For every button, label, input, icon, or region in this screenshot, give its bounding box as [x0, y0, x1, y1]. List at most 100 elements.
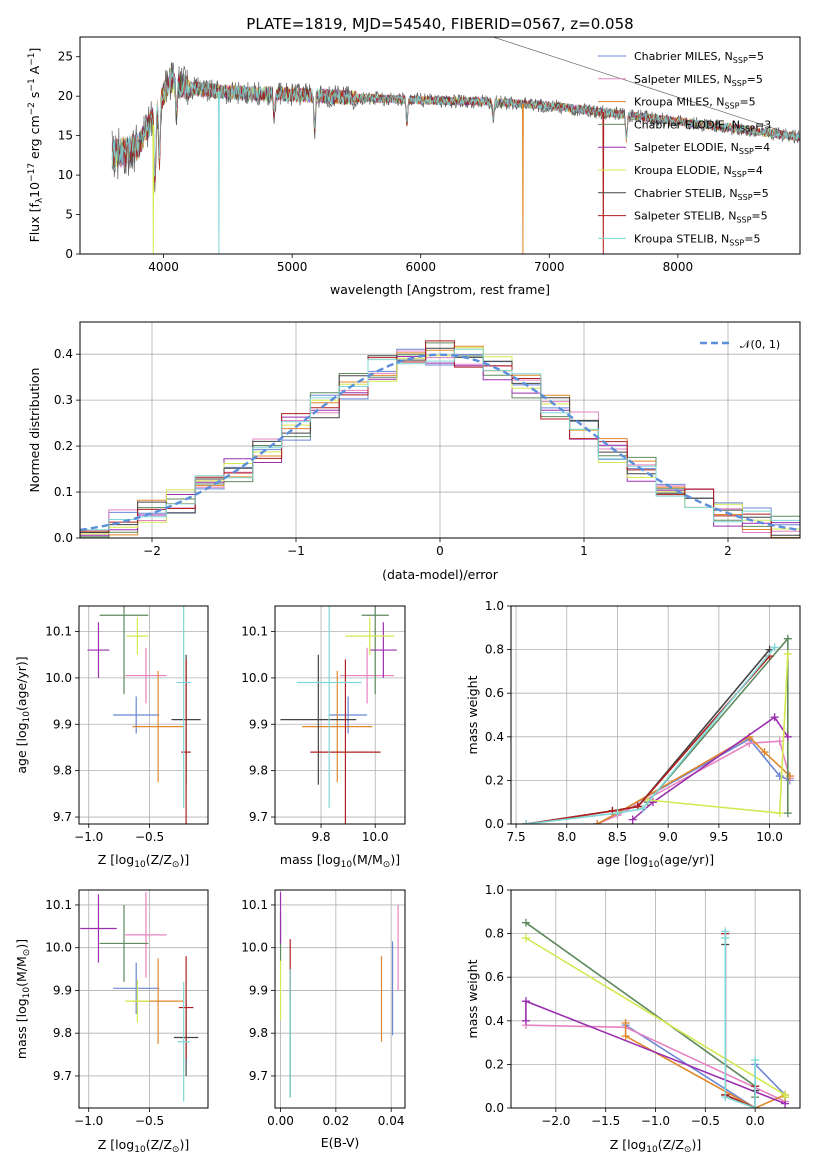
x-tick-label: 8.5	[608, 830, 627, 844]
errorbar-kroupa-miles	[302, 670, 373, 783]
y-tick-label: 0.0	[485, 1101, 504, 1115]
axes-frame	[274, 605, 406, 825]
y-tick-label: 0.1	[54, 485, 73, 499]
x-tick-label: 7000	[534, 260, 565, 274]
x-tick-label: 9.5	[709, 830, 728, 844]
x-axis-label: age [log10(age/yr)]	[597, 852, 714, 870]
weight-marker-kroupa-stelib	[751, 1104, 760, 1108]
y-tick-label: 0.4	[485, 1014, 504, 1028]
y-tick-label: 0.6	[485, 970, 504, 984]
errorbar-chabrier-stelib	[280, 654, 357, 785]
gridlines	[511, 889, 800, 1109]
y-tick-label: 9.7	[53, 810, 72, 824]
legend-label-chabrier-stelib: Chabrier STELIB, NSSP=5	[634, 187, 769, 202]
errorbar-salpeter-stelib	[181, 659, 191, 824]
y-tick-label: 10.1	[45, 625, 72, 639]
weight-vs-age-panel: 7.5 8.0 8.5 9.0 9.5 10.0 0.0 0.2 0.4 0.6 0.8 1.0 age…	[465, 599, 801, 870]
weight-marker-kroupa-miles	[760, 748, 769, 757]
figure-title: PLATE=1819, MJD=54540, FIBERID=0567, z=0…	[246, 15, 633, 33]
errorbar-kroupa-stelib	[296, 606, 362, 808]
y-tick-label: 9.8	[249, 1026, 268, 1040]
weight-line-kroupa-elodie	[647, 653, 789, 814]
legend-label-salpeter-miles: Salpeter MILES, NSSP=5	[634, 73, 763, 88]
histogram-kroupa-stelib	[80, 348, 800, 531]
weight-marker-kroupa-stelib	[751, 1056, 760, 1065]
errorbar-salpeter-elodie	[87, 622, 110, 678]
y-tick-label: 9.9	[53, 983, 72, 997]
weight-vs-metallicity-panel: −2.0 −1.5 −1.0 −0.5 0.0 0.0 0.2 0.4 0.6 0.8 1.0 Z […	[465, 883, 801, 1155]
y-tick-label: 20	[58, 89, 73, 103]
x-tick-label: 1	[580, 544, 588, 558]
axes-frame	[274, 889, 406, 1109]
legend-label-kroupa-stelib: Kroupa STELIB, NSSP=5	[634, 232, 760, 247]
x-tick-label: 0	[436, 544, 444, 558]
histogram-chabrier-elodie	[80, 342, 800, 538]
histogram-chabrier-miles	[80, 348, 800, 538]
y-axis-label: Flux [fλ10−17 erg cm−2 s−1 A−1]	[27, 48, 45, 243]
axes-frame	[510, 605, 801, 825]
y-tick-label: 10.0	[45, 671, 72, 685]
x-tick-label: 4000	[148, 260, 179, 274]
weight-marker-kroupa-elodie	[783, 649, 792, 658]
y-tick-label: 0.8	[485, 643, 504, 657]
y-axis-label: Normed distribution	[27, 368, 42, 493]
weight-marker-kroupa-stelib	[721, 1093, 730, 1102]
y-axis-label: mass [log10(M/M⊙)]	[14, 939, 32, 1059]
errorbar-salpeter-miles	[340, 647, 395, 704]
x-tick-label: −2.0	[541, 1114, 570, 1128]
x-tick-label: 10.0	[362, 830, 389, 844]
legend-label-salpeter-stelib: Salpeter STELIB, NSSP=5	[634, 210, 768, 225]
legend: Chabrier MILES, NSSP=5 Salpeter MILES, NS…	[598, 50, 771, 247]
y-tick-label: 10.1	[45, 898, 72, 912]
errorbar-salpeter-stelib	[310, 659, 381, 824]
y-axis-label: mass weight	[465, 675, 480, 754]
normal-model-curve	[80, 353, 800, 532]
x-axis-label: wavelength [Angstrom, rest frame]	[330, 282, 550, 297]
y-tick-label: 9.9	[249, 717, 268, 731]
gridlines	[275, 890, 405, 1108]
errorbar-chabrier-miles	[113, 696, 160, 734]
x-tick-label: −1.0	[74, 1114, 103, 1128]
histogram-salpeter-stelib	[80, 340, 800, 538]
y-tick-label: 0.2	[54, 439, 73, 453]
x-tick-label: −2	[143, 544, 161, 558]
x-axis-label: mass [log10(M/M⊙)]	[280, 852, 400, 870]
y-tick-label: 9.8	[53, 1026, 72, 1040]
y-tick-label: 0.0	[485, 817, 504, 831]
weight-marker-salpeter-elodie	[648, 798, 657, 807]
x-tick-label: 10.0	[756, 830, 783, 844]
residuals-panel: −2 −1 0 1 2 0.0 0.1 0.2 0.3 0.4 𝒩(0, 1) (data-model…	[27, 321, 801, 582]
y-tick-label: 15	[58, 129, 73, 143]
weight-marker-kroupa-elodie	[521, 933, 530, 942]
mass-vs-metallicity-panel: −1.0 −0.5 9.7 9.8 9.9 10.0 10.1 Z [log10(Z/Z⊙)]…	[14, 889, 209, 1155]
x-tick-label: −1.0	[641, 1114, 670, 1128]
errorbar-chabrier-miles	[329, 696, 368, 734]
errorbar-kroupa-stelib	[176, 606, 191, 808]
weight-marker-salpeter-elodie	[628, 815, 637, 824]
weight-marker-kroupa-elodie	[781, 1093, 790, 1102]
spectrum-panel: 4000 5000 6000 7000 8000 0 5 10 15 20 25 Chabrier M…	[27, 36, 801, 297]
x-tick-label: 8000	[663, 260, 694, 274]
x-tick-label: −1	[287, 544, 305, 558]
errorbar-salpeter-stelib	[178, 956, 194, 1059]
spectrum-line-salpeter-stelib	[111, 71, 800, 183]
legend-label-kroupa-elodie: Kroupa ELODIE, NSSP=4	[634, 164, 763, 179]
y-tick-label: 9.8	[53, 764, 72, 778]
absorption-spike	[522, 103, 524, 254]
legend-label-kroupa-miles: Kroupa MILES, NSSP=5	[634, 96, 756, 111]
errorbar-kroupa-elodie	[345, 617, 395, 655]
weight-marker-kroupa-stelib	[522, 820, 531, 824]
x-tick-label: −0.5	[135, 1114, 164, 1128]
absorption-spike	[152, 124, 155, 254]
weight-marker-kroupa-miles	[593, 820, 602, 824]
x-tick-label: 7.5	[507, 830, 526, 844]
weight-line-kroupa-miles	[624, 1023, 786, 1108]
axes-frame	[79, 321, 801, 539]
age-vs-metallicity-panel: −1.0 −0.5 9.7 9.8 9.9 10.0 10.1 Z [log10(Z/Z⊙)]…	[14, 605, 209, 870]
y-tick-label: 10.0	[241, 941, 268, 955]
axes-frame	[79, 36, 801, 255]
x-tick-label: 2	[724, 544, 732, 558]
y-tick-label: 10	[58, 168, 73, 182]
weight-marker-chabrier-elodie	[521, 918, 530, 927]
